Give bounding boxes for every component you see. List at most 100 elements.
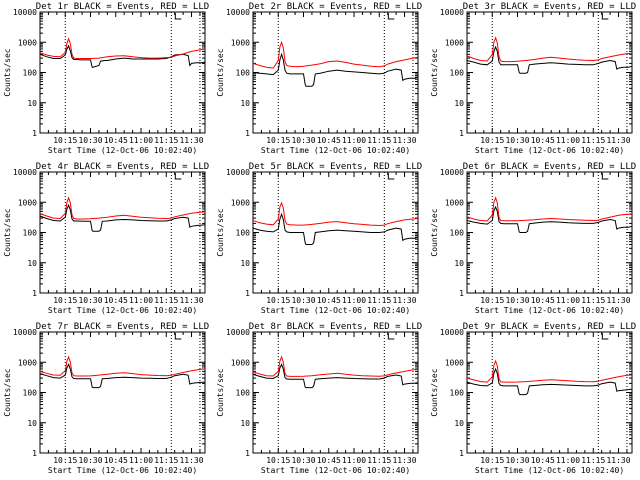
x-tick-label: 11:00 [342, 296, 366, 305]
x-tick-label: 10:15 [480, 456, 504, 465]
x-tick-label: 10:45 [531, 296, 555, 305]
events-series-line [466, 45, 633, 74]
detector-panel: Det 7r BLACK = Events, RED = LLD 1 10 100 10… [3, 322, 209, 475]
x-tick-label: 11:15 [154, 136, 178, 145]
x-tick-label: 11:00 [129, 296, 153, 305]
x-tick-label: 10:30 [78, 296, 102, 305]
x-tick-label: 11:00 [342, 456, 366, 465]
x-axis-label: Start Time (12-Oct-06 10:02:40) [48, 146, 197, 155]
y-tick-label: 100 [450, 69, 465, 78]
detector-panel: Det 9r BLACK = Events, RED = LLD 1 10 100 10… [430, 322, 636, 475]
bracket-mark [387, 13, 395, 20]
events-series-line [466, 205, 633, 233]
detector-panel: Det 4r BLACK = Events, RED = LLD 1 10 100 10… [3, 162, 209, 315]
y-axis-label: Counts/sec [430, 208, 439, 256]
bracket-mark [601, 333, 609, 340]
x-tick-label: 10:30 [291, 296, 315, 305]
x-tick-label: 11:30 [392, 296, 416, 305]
x-tick-label: 10:30 [505, 456, 529, 465]
bracket-mark [174, 333, 182, 340]
y-axis-label: Counts/sec [216, 208, 225, 256]
y-tick-label: 100 [23, 69, 38, 78]
panel-title: Det 5r BLACK = Events, RED = LLD [249, 162, 422, 172]
x-tick-label: 10:45 [531, 136, 555, 145]
detector-panel: Det 2r BLACK = Events, RED = LLD 1 10 100 10… [216, 2, 422, 155]
events-series-line [252, 363, 419, 389]
bracket-mark [601, 13, 609, 20]
plot-frame [466, 171, 633, 294]
y-tick-label: 100 [450, 389, 465, 398]
x-tick-label: 10:15 [53, 456, 77, 465]
y-tick-label: 1000 [231, 358, 250, 367]
x-tick-label: 11:15 [581, 136, 605, 145]
bracket-mark [601, 173, 609, 180]
bracket-mark [174, 13, 182, 20]
events-series-line [466, 367, 633, 396]
x-tick-label: 11:15 [367, 136, 391, 145]
y-tick-label: 10000 [13, 8, 37, 17]
x-tick-label: 11:30 [606, 136, 630, 145]
y-axis-label: Counts/sec [3, 48, 12, 96]
x-tick-label: 10:45 [317, 296, 341, 305]
y-tick-label: 10000 [13, 328, 37, 337]
y-tick-label: 1 [245, 449, 250, 458]
y-tick-label: 1 [459, 129, 464, 138]
y-tick-label: 10 [27, 259, 37, 268]
y-tick-label: 1000 [445, 358, 464, 367]
detector-panel: Det 3r BLACK = Events, RED = LLD 1 10 100 10… [430, 2, 636, 155]
lld-series-line [466, 359, 633, 383]
plot-frame [466, 331, 633, 454]
y-tick-label: 10 [27, 99, 37, 108]
y-axis-label: Counts/sec [430, 368, 439, 416]
detector-panel: Det 8r BLACK = Events, RED = LLD 1 10 100 10… [216, 322, 422, 475]
y-tick-label: 10000 [440, 328, 464, 337]
x-tick-label: 11:15 [154, 296, 178, 305]
y-tick-label: 100 [23, 389, 38, 398]
x-tick-label: 11:30 [606, 456, 630, 465]
events-series-line [39, 203, 206, 232]
y-tick-label: 10 [240, 259, 250, 268]
detector-panel: Det 6r BLACK = Events, RED = LLD 1 10 100 10… [430, 162, 636, 315]
x-tick-label: 10:45 [317, 136, 341, 145]
y-tick-label: 10000 [226, 8, 250, 17]
x-tick-label: 10:30 [78, 136, 102, 145]
lld-series-line [252, 355, 419, 377]
y-tick-label: 100 [450, 229, 465, 238]
events-series-line [39, 44, 206, 68]
y-tick-label: 1000 [18, 358, 37, 367]
x-tick-label: 10:30 [505, 136, 529, 145]
y-axis-label: Counts/sec [430, 48, 439, 96]
y-tick-label: 10 [240, 419, 250, 428]
x-tick-label: 11:00 [129, 136, 153, 145]
lld-series-line [39, 355, 206, 377]
y-tick-label: 10000 [13, 168, 37, 177]
y-axis-label: Counts/sec [3, 208, 12, 256]
y-tick-label: 1000 [18, 198, 37, 207]
x-tick-label: 11:00 [129, 456, 153, 465]
panel-title: Det 8r BLACK = Events, RED = LLD [249, 322, 422, 332]
x-tick-label: 11:30 [179, 136, 203, 145]
x-tick-label: 10:30 [291, 136, 315, 145]
x-tick-label: 11:15 [154, 456, 178, 465]
x-tick-label: 11:15 [367, 456, 391, 465]
y-tick-label: 10000 [226, 168, 250, 177]
bracket-mark [387, 333, 395, 340]
x-axis-label: Start Time (12-Oct-06 10:02:40) [475, 146, 624, 155]
y-axis-label: Counts/sec [216, 48, 225, 96]
x-tick-label: 10:45 [104, 456, 128, 465]
x-axis-label: Start Time (12-Oct-06 10:02:40) [475, 466, 624, 475]
y-axis-label: Counts/sec [216, 368, 225, 416]
x-tick-label: 10:30 [291, 456, 315, 465]
bracket-mark [174, 173, 182, 180]
x-tick-label: 10:45 [317, 456, 341, 465]
panel-title: Det 3r BLACK = Events, RED = LLD [463, 2, 636, 12]
events-series-line [252, 52, 419, 87]
detector-panel: Det 5r BLACK = Events, RED = LLD 1 10 100 10… [216, 162, 422, 315]
panel-title: Det 6r BLACK = Events, RED = LLD [463, 162, 636, 172]
y-tick-label: 1 [32, 449, 37, 458]
x-tick-label: 11:30 [179, 296, 203, 305]
y-tick-label: 1000 [445, 38, 464, 47]
y-tick-label: 1 [459, 289, 464, 298]
